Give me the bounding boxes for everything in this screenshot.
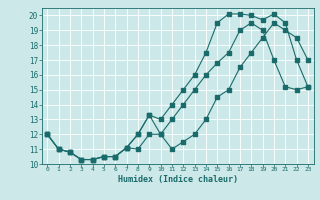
X-axis label: Humidex (Indice chaleur): Humidex (Indice chaleur) xyxy=(118,175,237,184)
